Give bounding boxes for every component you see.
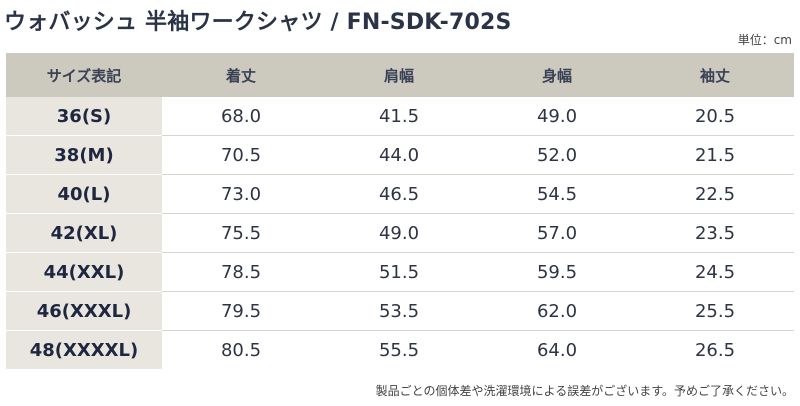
cell-sleeve: 25.5 <box>636 291 794 331</box>
table-row: 42(XL) 75.5 49.0 57.0 23.5 <box>6 213 794 253</box>
cell-chest: 54.5 <box>478 174 636 214</box>
cell-sleeve: 22.5 <box>636 174 794 214</box>
cell-sleeve: 24.5 <box>636 252 794 292</box>
cell-chest: 52.0 <box>478 135 636 175</box>
cell-length: 68.0 <box>162 97 320 136</box>
cell-chest: 59.5 <box>478 252 636 292</box>
cell-length: 78.5 <box>162 252 320 292</box>
table-row: 44(XXL) 78.5 51.5 59.5 24.5 <box>6 252 794 292</box>
table-row: 46(XXXL) 79.5 53.5 62.0 25.5 <box>6 291 794 331</box>
disclaimer-note: 製品ごとの個体差や洗濯環境による誤差がございます。予めご了承ください。 <box>375 384 794 398</box>
unit-label: 単位：cm <box>737 33 792 47</box>
cell-chest: 57.0 <box>478 213 636 253</box>
page-title: ウォバッシュ 半袖ワークシャツ / FN-SDK-702S <box>4 10 512 35</box>
table-row: 36(S) 68.0 41.5 49.0 20.5 <box>6 97 794 136</box>
header-sleeve: 袖丈 <box>636 53 794 97</box>
cell-length: 70.5 <box>162 135 320 175</box>
cell-chest: 62.0 <box>478 291 636 331</box>
cell-shoulder: 53.5 <box>320 291 478 331</box>
cell-sleeve: 26.5 <box>694 339 736 361</box>
header-size: サイズ表記 <box>6 53 162 97</box>
cell-shoulder: 49.0 <box>320 213 478 253</box>
table-row: 48(XXXXL) 80.5 55.5 64.0 26.5 <box>6 330 794 369</box>
table-row: 40(L) 73.0 46.5 54.5 22.5 <box>6 174 794 214</box>
size-label: 48(XXXXL) <box>6 330 162 369</box>
size-label: 42(XL) <box>6 213 162 253</box>
cell-length: 79.5 <box>162 291 320 331</box>
cell-chest: 64.0 <box>536 339 578 361</box>
size-label: 40(L) <box>6 174 162 214</box>
cell-chest: 49.0 <box>478 97 636 136</box>
cell-shoulder: 41.5 <box>320 97 478 136</box>
size-label: 46(XXXL) <box>6 291 162 331</box>
header-chest: 身幅 <box>478 53 636 97</box>
cell-shoulder: 46.5 <box>320 174 478 214</box>
table-row: 38(M) 70.5 44.0 52.0 21.5 <box>6 135 794 175</box>
cell-shoulder: 55.5 <box>378 339 420 361</box>
cell-shoulder: 51.5 <box>320 252 478 292</box>
size-label: 38(M) <box>6 135 162 175</box>
size-label: 44(XXL) <box>6 252 162 292</box>
cell-sleeve: 21.5 <box>636 135 794 175</box>
size-label: 36(S) <box>6 97 162 136</box>
header-length: 着丈 <box>162 53 320 97</box>
table-header-row: サイズ表記 着丈 肩幅 身幅 袖丈 <box>6 53 794 97</box>
cell-length: 75.5 <box>162 213 320 253</box>
size-table: サイズ表記 着丈 肩幅 身幅 袖丈 36(S) 68.0 41.5 49.0 2… <box>6 53 794 369</box>
cell-sleeve: 23.5 <box>636 213 794 253</box>
cell-sleeve: 20.5 <box>636 97 794 136</box>
header-shoulder: 肩幅 <box>320 53 478 97</box>
cell-length: 80.5 <box>220 339 262 361</box>
cell-length: 73.0 <box>162 174 320 214</box>
cell-shoulder: 44.0 <box>320 135 478 175</box>
